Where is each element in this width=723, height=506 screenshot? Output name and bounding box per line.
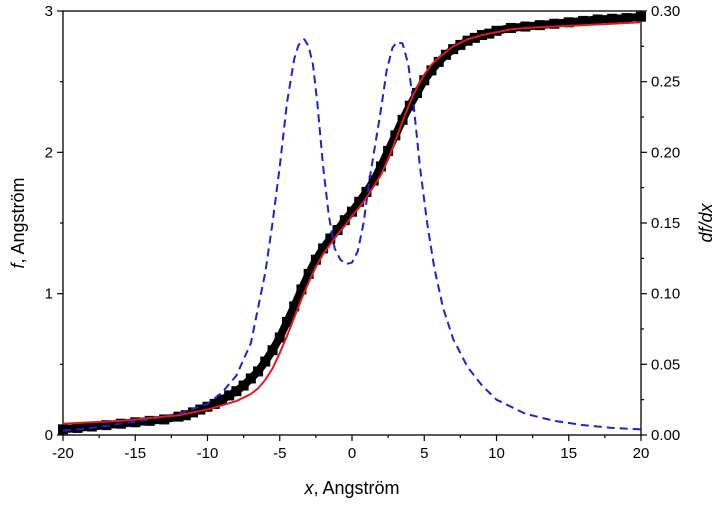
data-point bbox=[534, 20, 545, 31]
data-point bbox=[592, 14, 603, 25]
series-derivative-line bbox=[62, 38, 642, 432]
data-point bbox=[238, 380, 249, 391]
data-point bbox=[173, 411, 184, 422]
data-point bbox=[289, 301, 300, 312]
data-point bbox=[224, 390, 235, 401]
y2-axis-title: df/dx bbox=[696, 202, 716, 242]
data-point bbox=[347, 206, 357, 217]
series-markers bbox=[58, 11, 646, 435]
data-point bbox=[426, 65, 437, 76]
data-point bbox=[368, 175, 379, 186]
data-point bbox=[354, 196, 365, 207]
series-layer bbox=[58, 11, 646, 435]
data-point bbox=[310, 254, 321, 265]
x-tick-label: -10 bbox=[197, 445, 219, 462]
data-point bbox=[325, 233, 336, 244]
x-tick-label: -20 bbox=[52, 445, 74, 462]
data-point bbox=[563, 17, 574, 28]
data-point bbox=[281, 316, 292, 327]
data-point bbox=[159, 414, 170, 425]
data-point bbox=[491, 25, 502, 36]
y2-tick-label: 0.05 bbox=[651, 356, 680, 373]
data-point bbox=[253, 366, 264, 377]
data-point bbox=[195, 404, 206, 415]
data-point bbox=[636, 11, 646, 22]
y-tick-label: 3 bbox=[45, 3, 53, 20]
data-point bbox=[86, 421, 97, 432]
data-point bbox=[419, 75, 430, 86]
data-point bbox=[58, 424, 68, 435]
plot-frame bbox=[62, 10, 642, 436]
x-tick-label: 10 bbox=[488, 445, 505, 462]
data-point bbox=[180, 410, 191, 421]
y-axis-title-rest: , Angström bbox=[8, 177, 28, 263]
data-point bbox=[433, 56, 444, 67]
y-tick-label: 0 bbox=[45, 427, 53, 444]
y2-tick-label: 0.10 bbox=[651, 286, 680, 303]
data-point bbox=[520, 21, 531, 32]
data-point bbox=[390, 130, 401, 141]
y-axis-title: f, Angström bbox=[8, 177, 28, 268]
data-point bbox=[339, 215, 350, 226]
data-point bbox=[361, 186, 372, 197]
data-point bbox=[296, 284, 307, 295]
data-point bbox=[72, 422, 83, 433]
ticks-layer: -20 -15 -10 -5 0 5 10 15 20 0 1 2 3 0.00 0.05 0.10 0.15 0… bbox=[45, 3, 681, 462]
y-tick-label: 2 bbox=[45, 144, 53, 161]
y2-tick-label: 0.25 bbox=[651, 74, 680, 91]
data-point bbox=[607, 13, 618, 24]
y2-tick-label: 0.00 bbox=[651, 427, 680, 444]
data-point bbox=[440, 49, 451, 60]
data-point bbox=[144, 415, 155, 426]
x-tick-label: 5 bbox=[420, 445, 428, 462]
data-point bbox=[267, 345, 278, 356]
x-tick-label: 20 bbox=[633, 445, 650, 462]
data-point bbox=[274, 332, 285, 343]
series-markers-band bbox=[62, 12, 642, 434]
data-point bbox=[245, 373, 256, 384]
y2-tick-label: 0.20 bbox=[651, 144, 680, 161]
y2-tick-label: 0.30 bbox=[651, 3, 680, 20]
x-axis-title: x, Angström bbox=[303, 478, 399, 498]
y-axis-title-italic: f bbox=[8, 262, 28, 269]
data-point bbox=[404, 100, 415, 111]
data-point bbox=[621, 13, 632, 24]
data-point bbox=[462, 35, 473, 46]
data-point bbox=[505, 22, 516, 33]
x-tick-label: 15 bbox=[560, 445, 577, 462]
data-point bbox=[332, 225, 343, 236]
y2-tick-label: 0.15 bbox=[651, 215, 680, 232]
data-point bbox=[209, 398, 220, 409]
data-point bbox=[318, 243, 329, 254]
data-point bbox=[412, 87, 423, 98]
data-point bbox=[455, 39, 466, 50]
data-point bbox=[549, 18, 560, 29]
data-point bbox=[260, 356, 271, 367]
data-point bbox=[202, 401, 213, 412]
data-point bbox=[216, 394, 227, 405]
data-point bbox=[231, 386, 242, 397]
x-tick-label: -15 bbox=[124, 445, 146, 462]
data-point bbox=[375, 161, 386, 172]
data-point bbox=[448, 44, 459, 55]
x-tick-label: 0 bbox=[348, 445, 356, 462]
x-tick-label: -5 bbox=[273, 445, 286, 462]
data-point bbox=[303, 268, 314, 279]
data-point bbox=[578, 15, 589, 26]
x-axis-title-rest: , Angström bbox=[313, 478, 399, 498]
series-fit-line bbox=[62, 21, 642, 425]
x-axis-title-italic: x bbox=[303, 478, 314, 498]
y-tick-label: 1 bbox=[45, 286, 53, 303]
data-point bbox=[383, 145, 394, 156]
